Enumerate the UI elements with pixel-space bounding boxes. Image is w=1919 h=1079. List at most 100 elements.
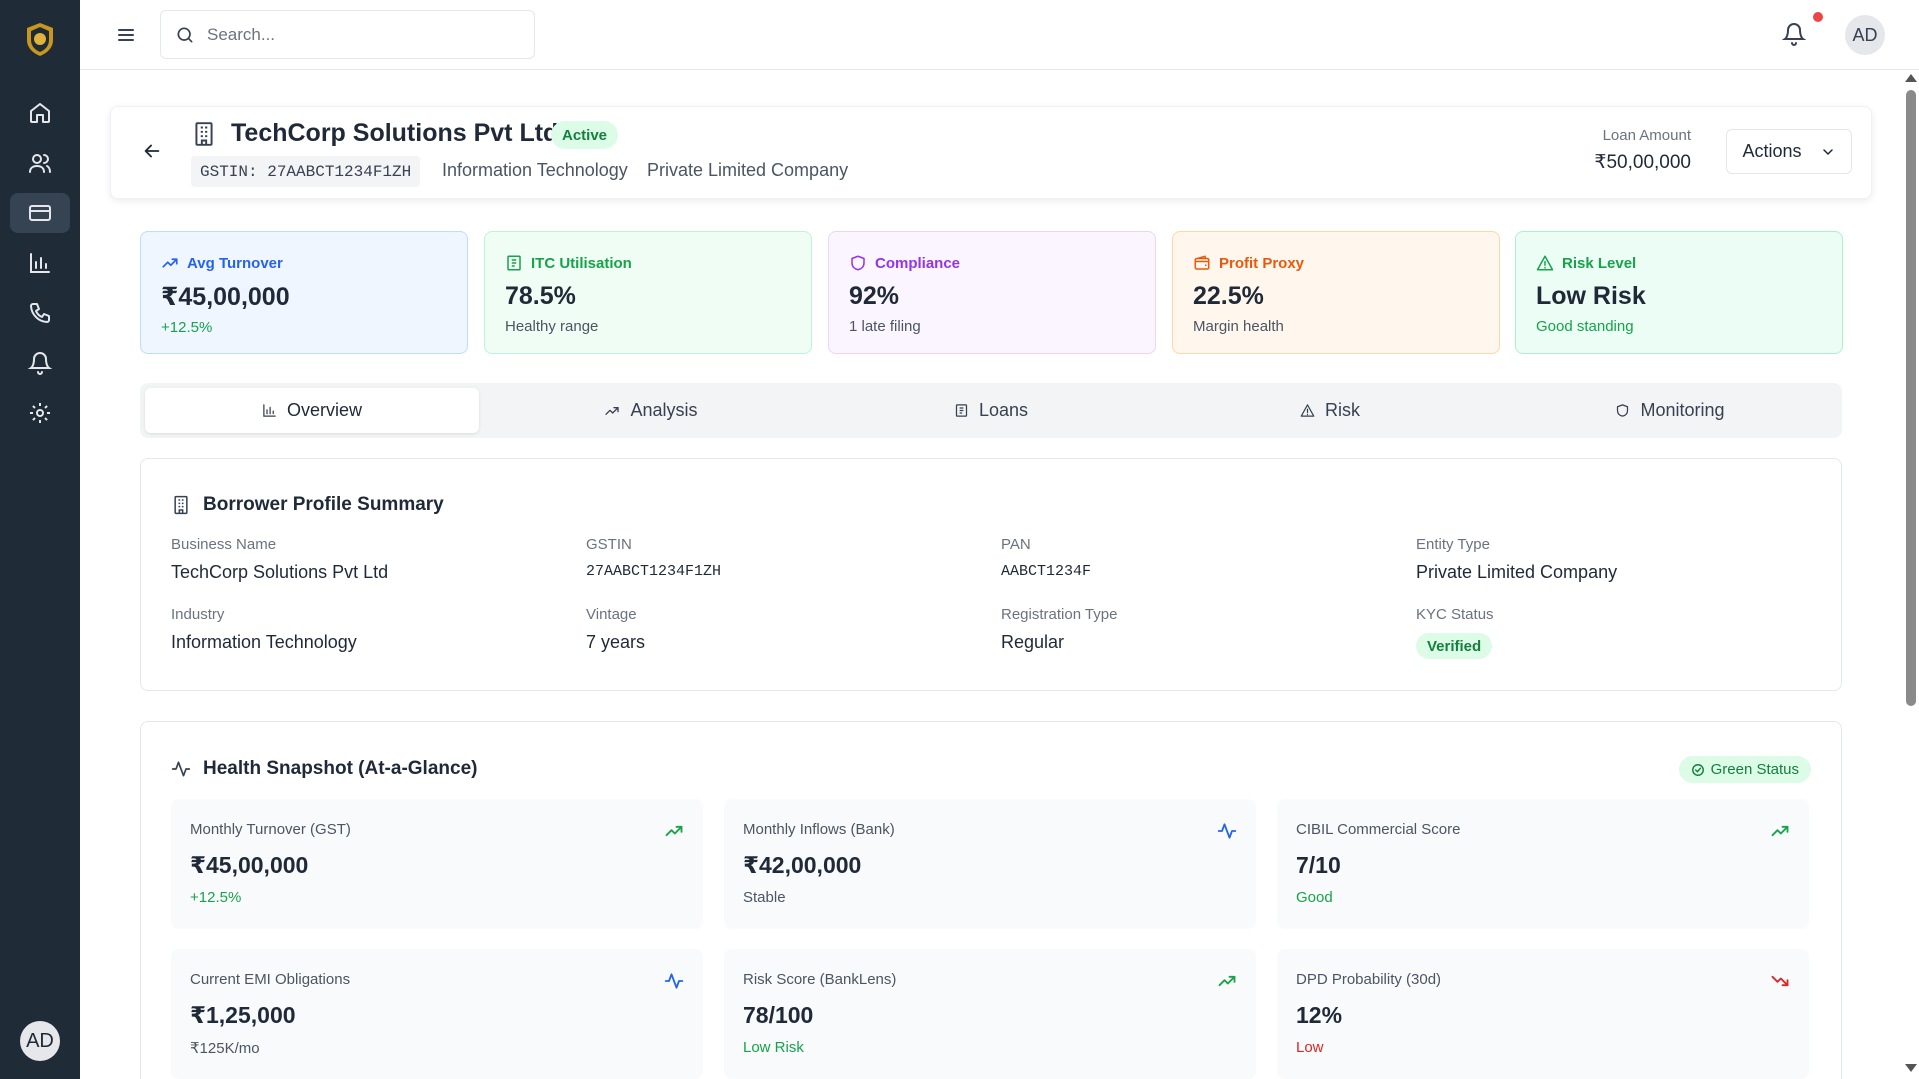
- kpi-compliance: Compliance 92% 1 late filing: [828, 231, 1156, 354]
- kpi-label: Risk Level: [1562, 254, 1637, 272]
- field-value: Information Technology: [171, 632, 357, 652]
- field-value: 7 years: [586, 632, 646, 652]
- card-sub: ₹125K/mo: [190, 1040, 260, 1057]
- kpi-sub: +12.5%: [161, 319, 213, 336]
- field-value: Private Limited Company: [1416, 562, 1618, 582]
- scroll-up-arrow[interactable]: [1905, 74, 1917, 82]
- gear-icon: [28, 401, 52, 425]
- tab-label: Monitoring: [1640, 400, 1725, 420]
- alert-triangle-icon: [1536, 255, 1554, 271]
- user-avatar[interactable]: AD: [1845, 15, 1885, 55]
- health-snapshot-section: Health Snapshot (At-a-Glance) Green Stat…: [140, 721, 1842, 1079]
- sidebar-item-calls[interactable]: [10, 293, 70, 333]
- field-label: KYC Status: [1416, 606, 1494, 623]
- field-value: 27AABCT1234F1ZH: [586, 563, 722, 580]
- card-value: 78/100: [743, 1002, 814, 1028]
- card-value: 12%: [1296, 1002, 1343, 1028]
- hamburger-icon: [118, 29, 134, 41]
- arrow-left-icon: [144, 144, 160, 158]
- brand-logo[interactable]: [22, 20, 58, 58]
- phone-icon: [28, 301, 52, 325]
- loan-amount-value: ₹50,00,000: [1594, 152, 1691, 173]
- field-label: GSTIN: [586, 536, 632, 553]
- trending-up-icon: [605, 406, 620, 415]
- borrower-header: TechCorp Solutions Pvt Ltd Active GSTIN:…: [110, 106, 1872, 199]
- field-label: Industry: [171, 606, 225, 623]
- receipt-icon: [507, 255, 521, 271]
- health-card-risk-score: Risk Score (BankLens) 78/100 Low Risk: [724, 949, 1256, 1079]
- tab-loans[interactable]: Loans: [824, 388, 1158, 433]
- scroll-down-arrow[interactable]: [1905, 1064, 1917, 1072]
- users-icon: [28, 151, 52, 175]
- sidebar-avatar[interactable]: AD: [20, 1021, 60, 1061]
- tab-monitoring[interactable]: Monitoring: [1503, 388, 1837, 433]
- card-label: DPD Probability (30d): [1296, 971, 1442, 988]
- sidebar-item-users[interactable]: [10, 143, 70, 183]
- sidebar-item-settings[interactable]: [10, 393, 70, 433]
- top-bar: AD: [80, 0, 1919, 70]
- card-value: ₹42,00,000: [743, 852, 862, 878]
- sidebar-item-loans[interactable]: [10, 193, 70, 233]
- green-status-badge: Green Status: [1678, 756, 1811, 783]
- field-label: Registration Type: [1001, 606, 1118, 623]
- card-sub: Low Risk: [743, 1039, 804, 1056]
- section-title-text: Borrower Profile Summary: [203, 494, 444, 515]
- actions-label: Actions: [1742, 141, 1802, 161]
- health-card-inflows: Monthly Inflows (Bank) ₹42,00,000 Stable: [724, 799, 1256, 929]
- trending-up-icon: [1218, 975, 1236, 987]
- field-value: TechCorp Solutions Pvt Ltd: [171, 562, 389, 582]
- kpi-sub: Margin health: [1193, 318, 1284, 335]
- borrower-profile-section: Borrower Profile Summary Business Name T…: [140, 458, 1842, 691]
- entity-text: Private Limited Company: [647, 160, 849, 180]
- sidebar-item-home[interactable]: [10, 93, 70, 133]
- section-title: Health Snapshot (At-a-Glance): [171, 758, 477, 780]
- building-icon: [174, 495, 188, 515]
- tab-overview[interactable]: Overview: [145, 388, 479, 433]
- kpi-profit-proxy: Profit Proxy 22.5% Margin health: [1172, 231, 1500, 354]
- kpi-value: 22.5%: [1193, 282, 1264, 310]
- scrollbar-thumb[interactable]: [1906, 90, 1916, 706]
- notification-dot: [1813, 12, 1823, 22]
- card-sub: Stable: [743, 889, 786, 906]
- kpi-value: 92%: [849, 282, 900, 310]
- kpi-label: ITC Utilisation: [531, 254, 632, 272]
- kpi-value: ₹45,00,000: [161, 283, 290, 311]
- search-icon: [175, 25, 195, 45]
- sidebar-item-alerts[interactable]: [10, 343, 70, 383]
- trending-up-icon: [1771, 825, 1789, 837]
- notifications-button[interactable]: [1782, 22, 1808, 48]
- search-input[interactable]: [207, 24, 507, 45]
- card-sub: Good: [1296, 889, 1333, 906]
- card-sub: Low: [1296, 1039, 1324, 1056]
- menu-toggle-button[interactable]: [114, 23, 138, 47]
- shield-icon: [851, 255, 865, 271]
- tab-label: Loans: [978, 400, 1029, 420]
- activity-icon: [171, 761, 191, 777]
- page-title: TechCorp Solutions Pvt Ltd: [231, 119, 559, 147]
- field-label: PAN: [1001, 536, 1031, 553]
- kpi-sub: Good standing: [1536, 318, 1634, 335]
- chevron-down-icon: [1822, 148, 1833, 155]
- kyc-verified-badge: Verified: [1416, 633, 1493, 659]
- kpi-value: 78.5%: [505, 282, 576, 310]
- kpi-avg-turnover: Avg Turnover ₹45,00,000 +12.5%: [140, 231, 468, 354]
- credit-card-icon: [28, 201, 52, 225]
- tab-analysis[interactable]: Analysis: [484, 388, 818, 433]
- tab-label: Overview: [286, 400, 362, 420]
- kpi-risk-level: Risk Level Low Risk Good standing: [1515, 231, 1843, 354]
- section-title: Borrower Profile Summary: [171, 494, 444, 516]
- card-label: Risk Score (BankLens): [743, 971, 897, 988]
- tab-risk[interactable]: Risk: [1163, 388, 1497, 433]
- kpi-label: Profit Proxy: [1219, 254, 1305, 272]
- actions-button[interactable]: Actions: [1726, 129, 1852, 174]
- back-button[interactable]: [141, 140, 163, 162]
- card-sub: +12.5%: [190, 889, 242, 906]
- field-label: Business Name: [171, 536, 277, 553]
- industry-text: Information Technology: [442, 160, 628, 180]
- building-icon: [191, 121, 217, 147]
- gstin-chip: GSTIN: 27AABCT1234F1ZH: [191, 156, 421, 187]
- sidebar-item-analytics[interactable]: [10, 243, 70, 283]
- health-card-emi: Current EMI Obligations ₹1,25,000 ₹125K/…: [171, 949, 703, 1079]
- card-value: 7/10: [1296, 852, 1341, 878]
- card-label: Monthly Turnover (GST): [190, 821, 351, 838]
